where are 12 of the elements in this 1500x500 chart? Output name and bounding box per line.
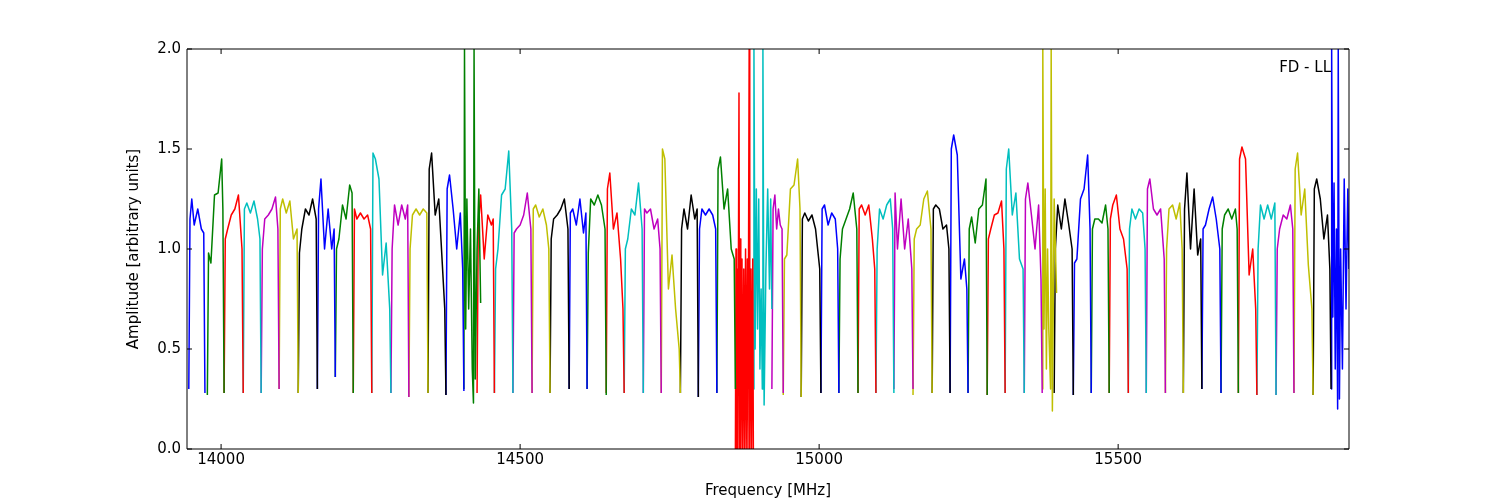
y-tick-label: 0.5 (157, 338, 181, 357)
y-tick-label: 1.5 (157, 138, 181, 157)
x-tick-label: 15000 (795, 449, 843, 468)
x-tick-label: 14500 (496, 449, 544, 468)
annotation: FD - LL (1279, 58, 1332, 77)
x-tick-label: 15500 (1094, 449, 1143, 468)
y-tick-label: 1.0 (157, 238, 181, 257)
x-tick-label: 14000 (197, 449, 245, 468)
y-tick-label: 2.0 (157, 38, 181, 57)
y-tick-label: 0.0 (157, 438, 181, 457)
y-axis-title: Amplitude [arbitrary units] (123, 148, 142, 350)
x-axis-title: Frequency [MHz] (704, 480, 832, 499)
